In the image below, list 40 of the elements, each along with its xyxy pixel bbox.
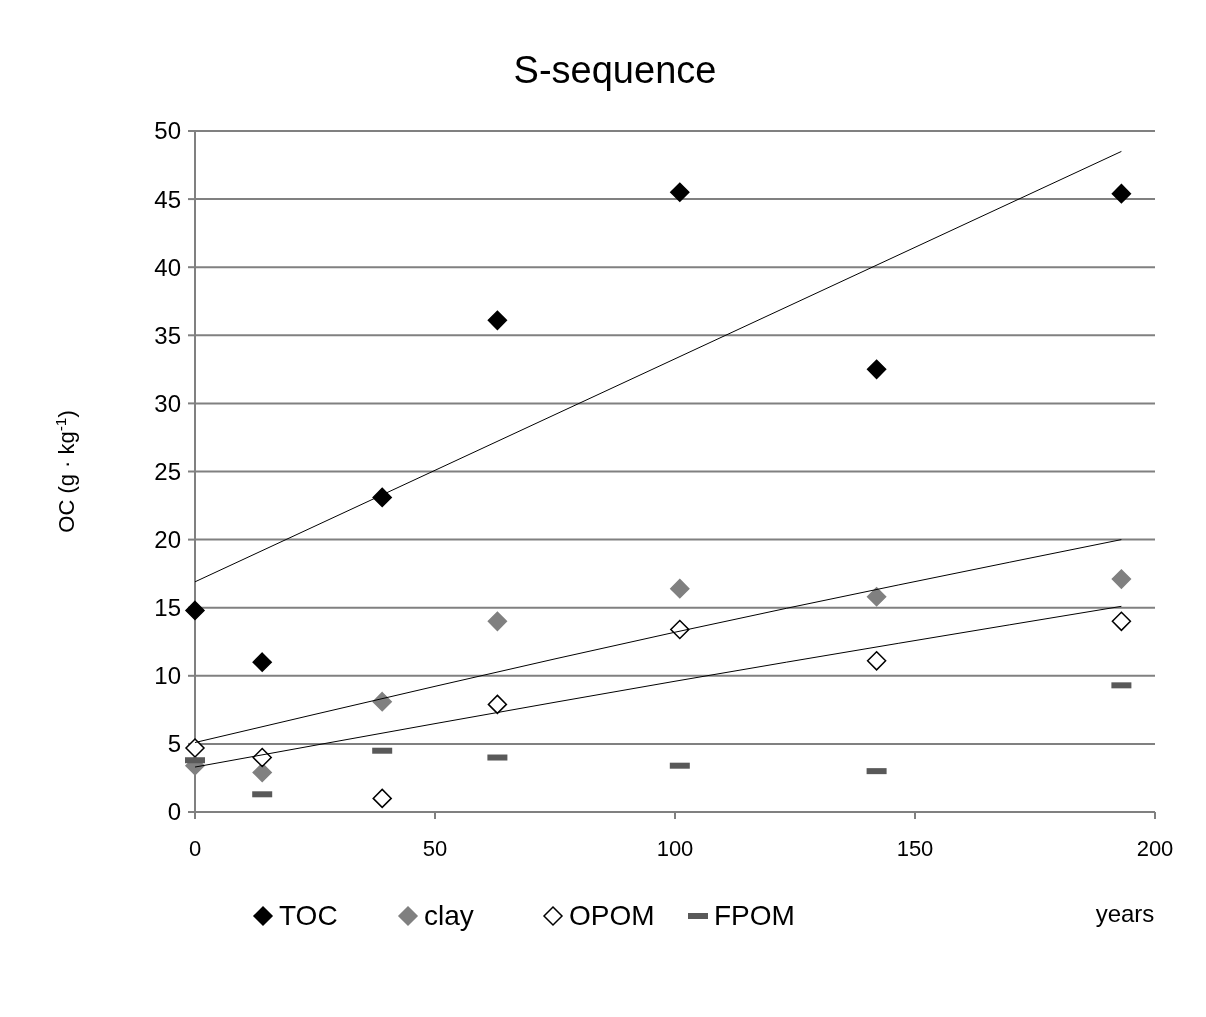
legend-label: clay [424, 900, 474, 931]
y-tick-label: 0 [167, 798, 181, 826]
point [866, 587, 887, 607]
point [487, 611, 508, 632]
point [185, 600, 205, 621]
point [252, 747, 272, 768]
x-tick-label: 200 [1136, 836, 1174, 861]
point [252, 762, 272, 783]
y-tick-label: 25 [154, 457, 181, 485]
point [372, 487, 392, 508]
chart-title: S-sequence [513, 49, 717, 91]
point [1111, 569, 1132, 589]
legend-label: OPOM [569, 900, 655, 931]
point [670, 578, 690, 599]
point [866, 651, 887, 671]
y-tick-label: 40 [154, 253, 181, 281]
y-tick-label: 30 [154, 389, 181, 417]
point [372, 788, 392, 809]
x-tick-label: 0 [188, 836, 202, 861]
x-axis-title: years [1095, 900, 1155, 927]
y-tick-label: 5 [167, 730, 181, 758]
point [1111, 183, 1132, 204]
x-tick-label: 100 [656, 836, 694, 861]
point [487, 694, 508, 715]
point [866, 359, 887, 380]
x-tick-label: 50 [422, 836, 448, 861]
y-tick-label: 10 [154, 662, 181, 690]
point [252, 652, 272, 672]
legend-label: TOC [279, 900, 338, 931]
y-tick-label: 35 [154, 321, 181, 349]
y-tick-label: 15 [154, 594, 181, 622]
y-tick-label: 20 [154, 526, 181, 553]
y-tick-label: 50 [154, 117, 181, 145]
point [487, 310, 508, 331]
y-tick-label: 45 [154, 185, 181, 213]
point [1111, 611, 1132, 632]
x-tick-label: 150 [896, 836, 934, 861]
point [185, 738, 205, 758]
point [670, 182, 690, 203]
legend-label: FPOM [714, 900, 795, 931]
